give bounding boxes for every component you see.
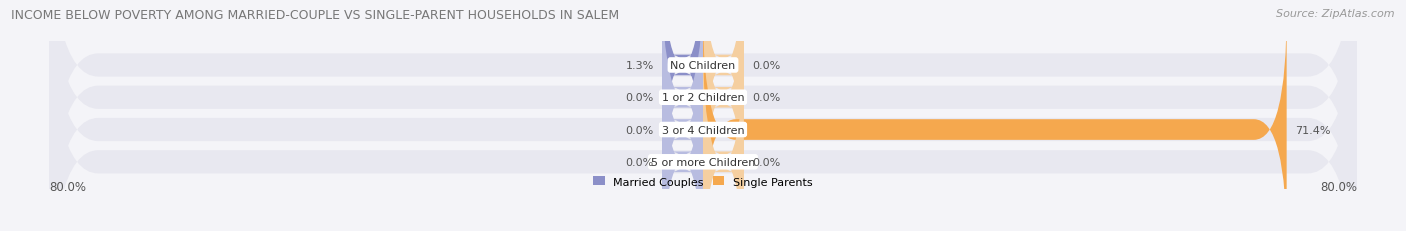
FancyBboxPatch shape xyxy=(703,0,744,184)
Text: 5 or more Children: 5 or more Children xyxy=(651,157,755,167)
FancyBboxPatch shape xyxy=(662,12,703,231)
FancyBboxPatch shape xyxy=(703,0,744,216)
Text: 1.3%: 1.3% xyxy=(626,61,654,71)
Text: 1 or 2 Children: 1 or 2 Children xyxy=(662,93,744,103)
Text: 0.0%: 0.0% xyxy=(626,125,654,135)
Text: 0.0%: 0.0% xyxy=(752,61,780,71)
Text: 3 or 4 Children: 3 or 4 Children xyxy=(662,125,744,135)
Text: 71.4%: 71.4% xyxy=(1295,125,1330,135)
Text: Source: ZipAtlas.com: Source: ZipAtlas.com xyxy=(1277,9,1395,19)
Text: INCOME BELOW POVERTY AMONG MARRIED-COUPLE VS SINGLE-PARENT HOUSEHOLDS IN SALEM: INCOME BELOW POVERTY AMONG MARRIED-COUPL… xyxy=(11,9,620,22)
Text: No Children: No Children xyxy=(671,61,735,71)
FancyBboxPatch shape xyxy=(49,0,1357,231)
FancyBboxPatch shape xyxy=(49,0,1357,231)
Text: 80.0%: 80.0% xyxy=(49,180,86,193)
FancyBboxPatch shape xyxy=(703,12,1286,231)
Text: 80.0%: 80.0% xyxy=(1320,180,1357,193)
FancyBboxPatch shape xyxy=(662,0,703,216)
Text: 0.0%: 0.0% xyxy=(626,93,654,103)
FancyBboxPatch shape xyxy=(703,44,744,231)
FancyBboxPatch shape xyxy=(662,0,703,184)
FancyBboxPatch shape xyxy=(49,0,1357,231)
Text: 0.0%: 0.0% xyxy=(626,157,654,167)
FancyBboxPatch shape xyxy=(662,44,703,231)
Text: 0.0%: 0.0% xyxy=(752,157,780,167)
Legend: Married Couples, Single Parents: Married Couples, Single Parents xyxy=(593,177,813,187)
FancyBboxPatch shape xyxy=(49,0,1357,231)
Text: 0.0%: 0.0% xyxy=(752,93,780,103)
